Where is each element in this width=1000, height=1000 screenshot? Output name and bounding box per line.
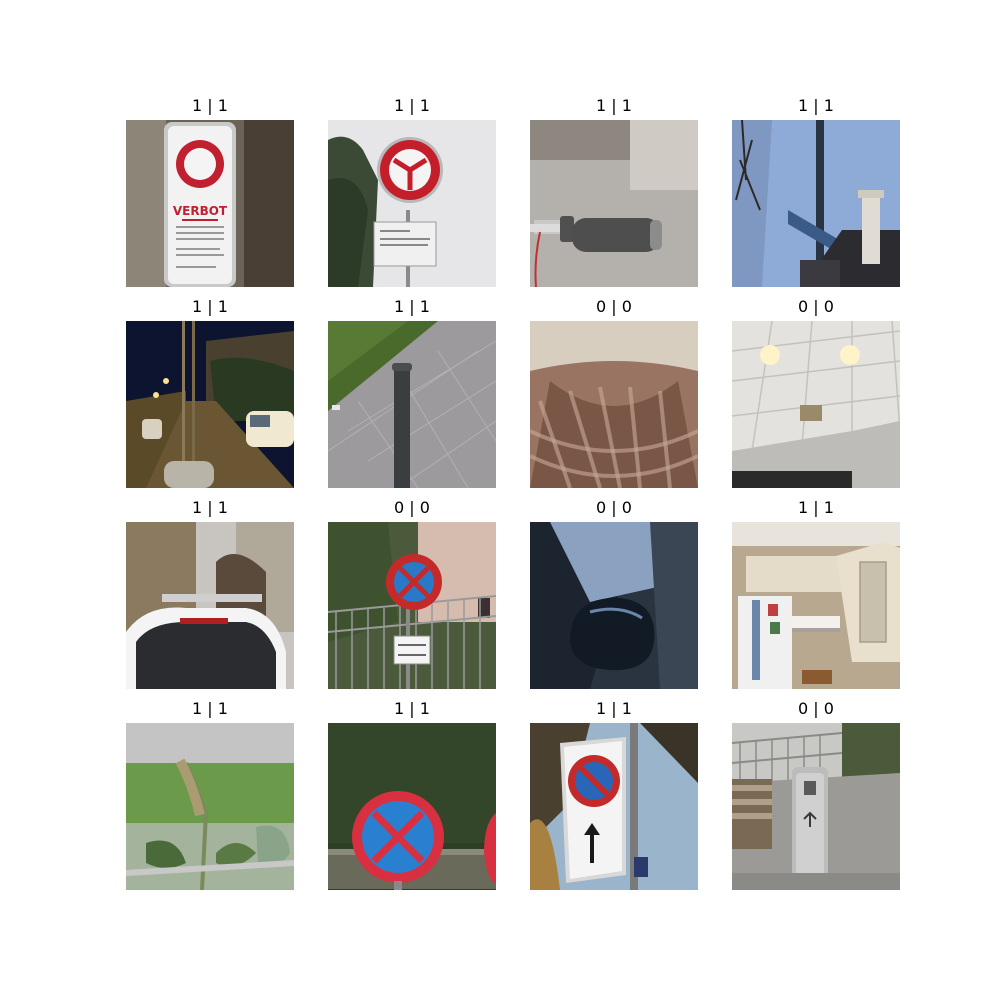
photo-night-street [126,321,294,488]
cell-title: 1 | 1 [394,297,430,316]
cell-title: 0 | 0 [596,297,632,316]
cell-title: 1 | 1 [192,96,228,115]
photo-car-side-mirror [530,522,698,689]
cell-title: 1 | 1 [596,699,632,718]
photo-verbot-sign: VERBOT [126,120,294,287]
cell-title: 1 | 1 [394,699,430,718]
photo-bollard-sidewalk [328,321,496,488]
cell-title: 1 | 1 [798,96,834,115]
photo-no-stopping-sign-fence [328,522,496,689]
cell-title: 0 | 0 [394,498,430,517]
cell-title: 0 | 0 [798,297,834,316]
cell-title: 1 | 1 [798,498,834,517]
photo-bike-handlebar [530,120,698,287]
photo-plant-closeup [126,723,294,890]
photo-trash-bin-bench [732,723,900,890]
photo-street-name-sign [732,120,900,287]
cell-title: 1 | 1 [192,297,228,316]
cell-title: 1 | 1 [596,96,632,115]
photo-no-parking-sign-arrow [530,723,698,890]
cell-title: 1 | 1 [394,96,430,115]
photo-no-motor-sign [328,120,496,287]
cell-title: 0 | 0 [798,699,834,718]
photo-no-stopping-sign-hedge [328,723,496,890]
sign-text: VERBOT [173,204,228,218]
cell-title: 1 | 1 [192,498,228,517]
photo-car-rear [126,522,294,689]
photo-ceiling-lights [732,321,900,488]
cell-title: 0 | 0 [596,498,632,517]
photo-kitchen [732,522,900,689]
cell-title: 1 | 1 [192,699,228,718]
photo-blurry-fabric [530,321,698,488]
